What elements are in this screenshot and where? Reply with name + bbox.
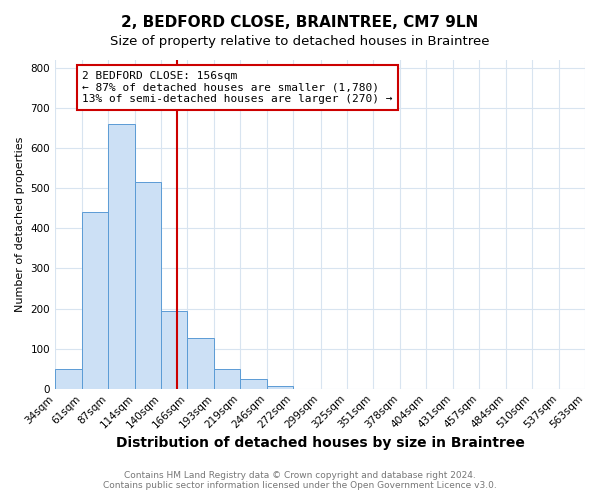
Bar — [135, 182, 161, 388]
Text: Size of property relative to detached houses in Braintree: Size of property relative to detached ho… — [110, 35, 490, 48]
Text: 2 BEDFORD CLOSE: 156sqm
← 87% of detached houses are smaller (1,780)
13% of semi: 2 BEDFORD CLOSE: 156sqm ← 87% of detache… — [82, 71, 392, 104]
Bar — [108, 124, 135, 388]
Text: Contains HM Land Registry data © Crown copyright and database right 2024.
Contai: Contains HM Land Registry data © Crown c… — [103, 470, 497, 490]
Bar — [82, 212, 108, 388]
Bar — [241, 378, 268, 388]
Bar — [161, 310, 187, 388]
Text: 2, BEDFORD CLOSE, BRAINTREE, CM7 9LN: 2, BEDFORD CLOSE, BRAINTREE, CM7 9LN — [121, 15, 479, 30]
Bar — [55, 368, 82, 388]
X-axis label: Distribution of detached houses by size in Braintree: Distribution of detached houses by size … — [116, 436, 524, 450]
Bar — [268, 386, 293, 388]
Bar — [187, 338, 214, 388]
Bar — [214, 368, 241, 388]
Y-axis label: Number of detached properties: Number of detached properties — [15, 136, 25, 312]
